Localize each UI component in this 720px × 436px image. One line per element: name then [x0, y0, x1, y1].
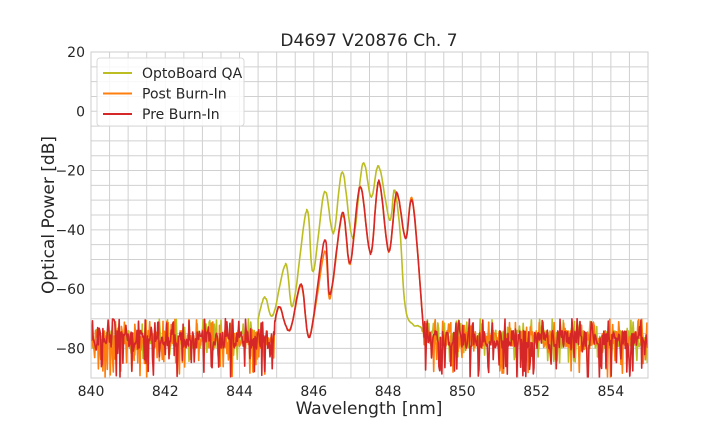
chart-title: D4697 V20876 Ch. 7: [280, 31, 457, 51]
x-tick-label: 850: [449, 384, 476, 400]
x-tick-label: 846: [300, 384, 327, 400]
y-tick-label: −80: [55, 341, 85, 357]
x-tick-label: 848: [375, 384, 402, 400]
x-tick-label: 842: [152, 384, 179, 400]
y-tick-label: 20: [67, 45, 85, 61]
y-tick-label: −40: [55, 223, 85, 239]
x-tick-label: 844: [226, 384, 253, 400]
x-tick-label: 852: [523, 384, 550, 400]
y-axis-label: Optical Power [dB]: [39, 136, 59, 294]
x-tick-label: 854: [597, 384, 624, 400]
legend-label: Post Burn-In: [142, 87, 227, 103]
legend: OptoBoard QA Post Burn-In Pre Burn-In: [96, 57, 245, 127]
x-tick-label: 840: [78, 384, 105, 400]
y-tick-label: 0: [76, 104, 85, 120]
y-tick-labels: −80 −60 −40 −20 0 20: [55, 45, 85, 357]
y-tick-label: −60: [55, 282, 85, 298]
series-line-pre-burn-in: [91, 179, 648, 378]
y-tick-label: −20: [55, 164, 85, 180]
legend-label: OptoBoard QA: [142, 66, 243, 82]
legend-frame: [96, 57, 245, 127]
x-tick-labels: 840 842 844 846 848 850 852 854: [78, 384, 625, 400]
x-axis-label: Wavelength [nm]: [296, 399, 443, 419]
series-lines: [91, 162, 648, 378]
legend-label: Pre Burn-In: [142, 107, 220, 123]
plot-frame: [90, 51, 649, 379]
